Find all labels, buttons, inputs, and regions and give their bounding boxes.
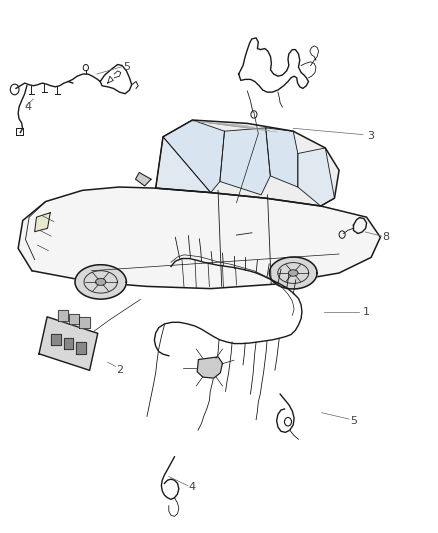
Polygon shape (155, 120, 339, 206)
Polygon shape (289, 270, 298, 276)
Polygon shape (69, 313, 79, 324)
Text: 2: 2 (117, 365, 124, 375)
Text: 4: 4 (25, 102, 32, 112)
Polygon shape (220, 128, 270, 195)
Polygon shape (95, 278, 106, 285)
Text: 3: 3 (367, 131, 374, 141)
Polygon shape (58, 310, 68, 321)
Polygon shape (155, 137, 211, 192)
Polygon shape (76, 342, 86, 353)
Polygon shape (51, 334, 60, 345)
Polygon shape (135, 173, 151, 186)
Polygon shape (75, 265, 126, 299)
Polygon shape (266, 128, 298, 187)
Polygon shape (163, 120, 224, 192)
Polygon shape (35, 213, 50, 232)
Text: 4: 4 (188, 482, 195, 492)
Text: 8: 8 (383, 232, 390, 243)
Polygon shape (79, 317, 90, 328)
Polygon shape (298, 148, 335, 206)
Text: 1: 1 (363, 306, 370, 317)
Polygon shape (39, 317, 98, 370)
Text: 5: 5 (123, 62, 130, 72)
Text: 5: 5 (350, 416, 357, 426)
Polygon shape (197, 357, 223, 378)
Polygon shape (64, 338, 73, 350)
Polygon shape (18, 187, 380, 288)
Polygon shape (269, 257, 317, 289)
